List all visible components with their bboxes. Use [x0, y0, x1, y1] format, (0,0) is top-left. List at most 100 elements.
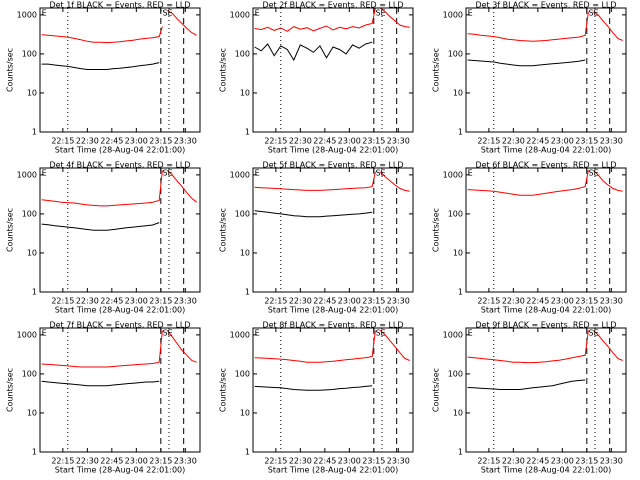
chart-title: Det 5f BLACK = Events, RED = LLD [262, 161, 403, 170]
x-tick-label: 22:30 [502, 137, 525, 146]
x-tick-label: 23:15 [149, 457, 172, 466]
y-tick-label: 1 [32, 128, 37, 137]
x-tick-label: 22:15 [264, 137, 287, 146]
x-tick-label: 22:45 [313, 297, 336, 306]
y-tick-label: 1 [245, 448, 250, 457]
y-tick-label: 10 [240, 88, 250, 97]
x-tick-label: 22:15 [477, 457, 500, 466]
y-tick-label: 100 [22, 369, 37, 378]
x-tick-label: 22:30 [502, 297, 525, 306]
x-tick-label: 23:15 [575, 297, 598, 306]
annotation: E [468, 9, 473, 18]
y-axis-label: Counts/sec [6, 208, 15, 252]
x-axis-label: Start Time (28-Aug-04 22:01:00) [55, 146, 186, 155]
y-tick-label: 10 [453, 408, 463, 417]
y-tick-label: 1000 [17, 10, 37, 19]
x-tick-label: 22:15 [264, 457, 287, 466]
y-tick-label: 100 [235, 369, 250, 378]
x-tick-label: 23:30 [387, 297, 410, 306]
x-tick-label: 23:15 [575, 137, 598, 146]
data-line [467, 11, 623, 42]
annotation: E [255, 329, 260, 338]
x-tick-label: 22:30 [76, 137, 99, 146]
x-tick-label: 22:30 [289, 137, 312, 146]
chart-title: Det 4f BLACK = Events, RED = LLD [49, 161, 190, 170]
x-tick-label: 22:15 [51, 137, 74, 146]
annotation: SE [588, 169, 598, 178]
data-line [41, 62, 160, 70]
x-tick-label: 23:15 [362, 457, 385, 466]
x-tick-label: 23:15 [362, 297, 385, 306]
y-tick-label: 1000 [230, 10, 250, 19]
annotation: SE [588, 329, 598, 338]
y-axis-label: Counts/sec [432, 208, 441, 252]
annotation: SE [375, 169, 385, 178]
x-tick-label: 23:15 [149, 137, 172, 146]
chart-title: Det 9f BLACK = Events, RED = LLD [475, 321, 616, 330]
chart-title: Det 3f BLACK = Events, RED = LLD [475, 1, 616, 10]
annotation: SE [162, 169, 172, 178]
y-tick-label: 10 [453, 88, 463, 97]
x-axis-label: Start Time (28-Aug-04 22:01:00) [481, 306, 612, 315]
y-tick-label: 100 [22, 49, 37, 58]
x-tick-label: 23:30 [174, 137, 197, 146]
x-axis-label: Start Time (28-Aug-04 22:01:00) [268, 306, 399, 315]
plot-frame [465, 167, 627, 293]
x-axis-label: Start Time (28-Aug-04 22:01:00) [481, 146, 612, 155]
x-tick-label: 23:30 [600, 457, 623, 466]
y-axis-label: Counts/sec [432, 48, 441, 92]
annotation: SE [162, 9, 172, 18]
y-tick-label: 1000 [17, 330, 37, 339]
annotation: E [42, 169, 47, 178]
x-tick-label: 22:15 [477, 297, 500, 306]
y-tick-label: 1 [245, 288, 250, 297]
annotation: E [255, 169, 260, 178]
data-line [41, 380, 160, 387]
x-tick-label: 22:45 [100, 457, 123, 466]
data-line [254, 7, 410, 32]
x-tick-label: 22:15 [477, 137, 500, 146]
y-tick-label: 100 [448, 49, 463, 58]
data-line [41, 170, 198, 207]
x-tick-label: 22:45 [100, 137, 123, 146]
y-tick-label: 10 [240, 248, 250, 257]
annotation: E [468, 329, 473, 338]
y-axis-label: Counts/sec [219, 208, 228, 252]
y-tick-label: 1000 [443, 170, 463, 179]
data-line [467, 170, 623, 196]
y-axis-label: Counts/sec [6, 368, 15, 412]
x-tick-label: 23:30 [600, 297, 623, 306]
y-tick-label: 100 [235, 209, 250, 218]
chart-title: Det 6f BLACK = Events, RED = LLD [475, 161, 616, 170]
x-tick-label: 23:00 [551, 297, 574, 306]
data-line [254, 41, 373, 62]
x-tick-label: 22:45 [313, 137, 336, 146]
x-tick-label: 23:15 [362, 137, 385, 146]
chart-title: Det 1f BLACK = Events, RED = LLD [49, 1, 190, 10]
x-axis-label: Start Time (28-Aug-04 22:01:00) [55, 306, 186, 315]
x-tick-label: 22:30 [289, 457, 312, 466]
x-tick-label: 23:00 [125, 297, 148, 306]
annotation: E [42, 329, 47, 338]
data-line [41, 222, 160, 231]
annotation: E [42, 9, 47, 18]
y-tick-label: 1 [32, 288, 37, 297]
x-tick-label: 23:00 [551, 137, 574, 146]
x-axis-label: Start Time (28-Aug-04 22:01:00) [481, 466, 612, 475]
y-tick-label: 1 [458, 128, 463, 137]
x-tick-label: 23:30 [387, 137, 410, 146]
x-axis-label: Start Time (28-Aug-04 22:01:00) [55, 466, 186, 475]
annotation: E [468, 169, 473, 178]
chart-title: Det 7f BLACK = Events, RED = LLD [49, 321, 190, 330]
y-tick-label: 100 [448, 209, 463, 218]
y-tick-label: 10 [240, 408, 250, 417]
data-line [254, 210, 373, 218]
y-tick-label: 10 [27, 408, 37, 417]
x-axis-label: Start Time (28-Aug-04 22:01:00) [268, 466, 399, 475]
plot-frame [465, 327, 627, 453]
data-line [41, 9, 197, 44]
x-tick-label: 23:15 [575, 457, 598, 466]
y-axis-label: Counts/sec [6, 48, 15, 92]
x-tick-label: 22:30 [76, 297, 99, 306]
x-tick-label: 22:15 [51, 297, 74, 306]
